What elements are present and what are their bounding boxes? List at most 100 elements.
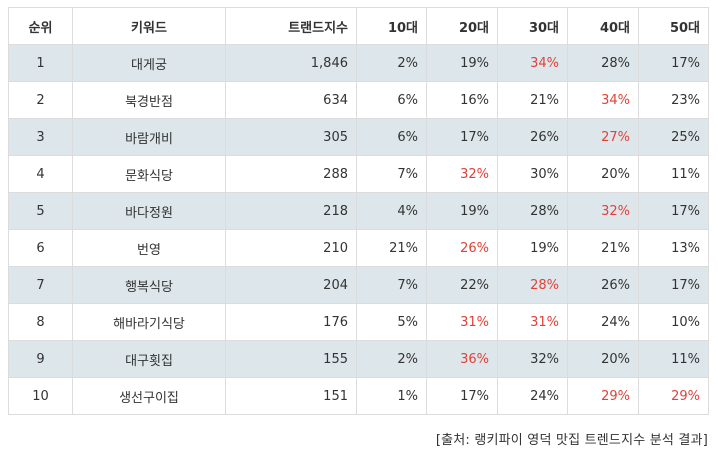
cell-rank: 5 <box>8 192 73 230</box>
cell-age-20s: 17% <box>426 377 498 415</box>
cell-keyword: 대구횟집 <box>72 340 226 378</box>
cell-keyword: 행복식당 <box>72 266 226 304</box>
cell-age-10s: 2% <box>356 340 427 378</box>
cell-age-30s: 24% <box>497 377 568 415</box>
table-row: 3 바람개비 305 6% 17% 26% 27% 25% <box>8 118 709 156</box>
cell-age-40s: 29% <box>567 377 639 415</box>
cell-age-20s: 17% <box>426 118 498 156</box>
cell-trend-index: 634 <box>225 81 357 119</box>
header-age-50s: 50대 <box>638 7 709 45</box>
cell-age-20s: 19% <box>426 192 498 230</box>
cell-trend-index: 151 <box>225 377 357 415</box>
cell-rank: 1 <box>8 44 73 82</box>
cell-keyword: 해바라기식당 <box>72 303 226 341</box>
cell-age-30s: 32% <box>497 340 568 378</box>
cell-keyword: 대게궁 <box>72 44 226 82</box>
cell-age-40s: 24% <box>567 303 639 341</box>
cell-rank: 4 <box>8 155 73 193</box>
cell-age-20s: 31% <box>426 303 498 341</box>
header-age-10s: 10대 <box>356 7 427 45</box>
cell-rank: 9 <box>8 340 73 378</box>
cell-rank: 2 <box>8 81 73 119</box>
cell-keyword: 생선구이집 <box>72 377 226 415</box>
cell-age-50s: 17% <box>638 266 709 304</box>
cell-age-20s: 32% <box>426 155 498 193</box>
cell-trend-index: 176 <box>225 303 357 341</box>
cell-age-50s: 29% <box>638 377 709 415</box>
cell-keyword: 바다정원 <box>72 192 226 230</box>
header-keyword: 키워드 <box>72 7 226 45</box>
cell-age-50s: 11% <box>638 340 709 378</box>
cell-age-30s: 31% <box>497 303 568 341</box>
cell-age-20s: 26% <box>426 229 498 267</box>
cell-age-30s: 21% <box>497 81 568 119</box>
table-row: 7 행복식당 204 7% 22% 28% 26% 17% <box>8 266 709 304</box>
cell-age-30s: 26% <box>497 118 568 156</box>
cell-trend-index: 204 <box>225 266 357 304</box>
cell-age-30s: 30% <box>497 155 568 193</box>
cell-age-50s: 25% <box>638 118 709 156</box>
cell-age-10s: 5% <box>356 303 427 341</box>
cell-age-50s: 11% <box>638 155 709 193</box>
cell-trend-index: 218 <box>225 192 357 230</box>
table-row: 5 바다정원 218 4% 19% 28% 32% 17% <box>8 192 709 230</box>
header-rank: 순위 <box>8 7 73 45</box>
cell-age-10s: 1% <box>356 377 427 415</box>
cell-age-10s: 7% <box>356 266 427 304</box>
cell-age-50s: 10% <box>638 303 709 341</box>
cell-age-10s: 21% <box>356 229 427 267</box>
cell-age-40s: 32% <box>567 192 639 230</box>
cell-age-30s: 34% <box>497 44 568 82</box>
cell-keyword: 바람개비 <box>72 118 226 156</box>
cell-trend-index: 305 <box>225 118 357 156</box>
cell-rank: 10 <box>8 377 73 415</box>
cell-age-40s: 26% <box>567 266 639 304</box>
cell-age-50s: 17% <box>638 44 709 82</box>
header-age-20s: 20대 <box>426 7 498 45</box>
header-trend-index: 트랜드지수 <box>225 7 357 45</box>
table-row: 4 문화식당 288 7% 32% 30% 20% 11% <box>8 155 709 193</box>
cell-age-40s: 20% <box>567 155 639 193</box>
cell-age-10s: 2% <box>356 44 427 82</box>
cell-age-50s: 17% <box>638 192 709 230</box>
cell-trend-index: 1,846 <box>225 44 357 82</box>
cell-rank: 6 <box>8 229 73 267</box>
cell-age-10s: 4% <box>356 192 427 230</box>
table-row: 2 북경반점 634 6% 16% 21% 34% 23% <box>8 81 709 119</box>
cell-rank: 8 <box>8 303 73 341</box>
table-row: 1 대게궁 1,846 2% 19% 34% 28% 17% <box>8 44 709 82</box>
cell-age-40s: 28% <box>567 44 639 82</box>
source-caption: [출처: 랭키파이 영덕 맛집 트렌드지수 분석 결과] <box>435 433 708 448</box>
cell-rank: 7 <box>8 266 73 304</box>
cell-age-20s: 22% <box>426 266 498 304</box>
cell-age-20s: 19% <box>426 44 498 82</box>
cell-trend-index: 155 <box>225 340 357 378</box>
cell-age-20s: 36% <box>426 340 498 378</box>
table-row: 6 번영 210 21% 26% 19% 21% 13% <box>8 229 709 267</box>
cell-age-10s: 6% <box>356 118 427 156</box>
header-age-40s: 40대 <box>567 7 639 45</box>
cell-age-30s: 28% <box>497 192 568 230</box>
cell-rank: 3 <box>8 118 73 156</box>
cell-age-50s: 23% <box>638 81 709 119</box>
cell-trend-index: 210 <box>225 229 357 267</box>
cell-keyword: 문화식당 <box>72 155 226 193</box>
table-row: 9 대구횟집 155 2% 36% 32% 20% 11% <box>8 340 709 378</box>
cell-age-40s: 20% <box>567 340 639 378</box>
cell-trend-index: 288 <box>225 155 357 193</box>
cell-age-30s: 28% <box>497 266 568 304</box>
cell-age-10s: 7% <box>356 155 427 193</box>
cell-age-40s: 34% <box>567 81 639 119</box>
cell-age-40s: 21% <box>567 229 639 267</box>
cell-age-20s: 16% <box>426 81 498 119</box>
table-row: 10 생선구이집 151 1% 17% 24% 29% 29% <box>8 377 709 415</box>
cell-keyword: 북경반점 <box>72 81 226 119</box>
cell-age-30s: 19% <box>497 229 568 267</box>
table-header-row: 순위 키워드 트랜드지수 10대 20대 30대 40대 50대 <box>8 7 709 45</box>
cell-age-40s: 27% <box>567 118 639 156</box>
cell-keyword: 번영 <box>72 229 226 267</box>
cell-age-10s: 6% <box>356 81 427 119</box>
table-row: 8 해바라기식당 176 5% 31% 31% 24% 10% <box>8 303 709 341</box>
header-age-30s: 30대 <box>497 7 568 45</box>
